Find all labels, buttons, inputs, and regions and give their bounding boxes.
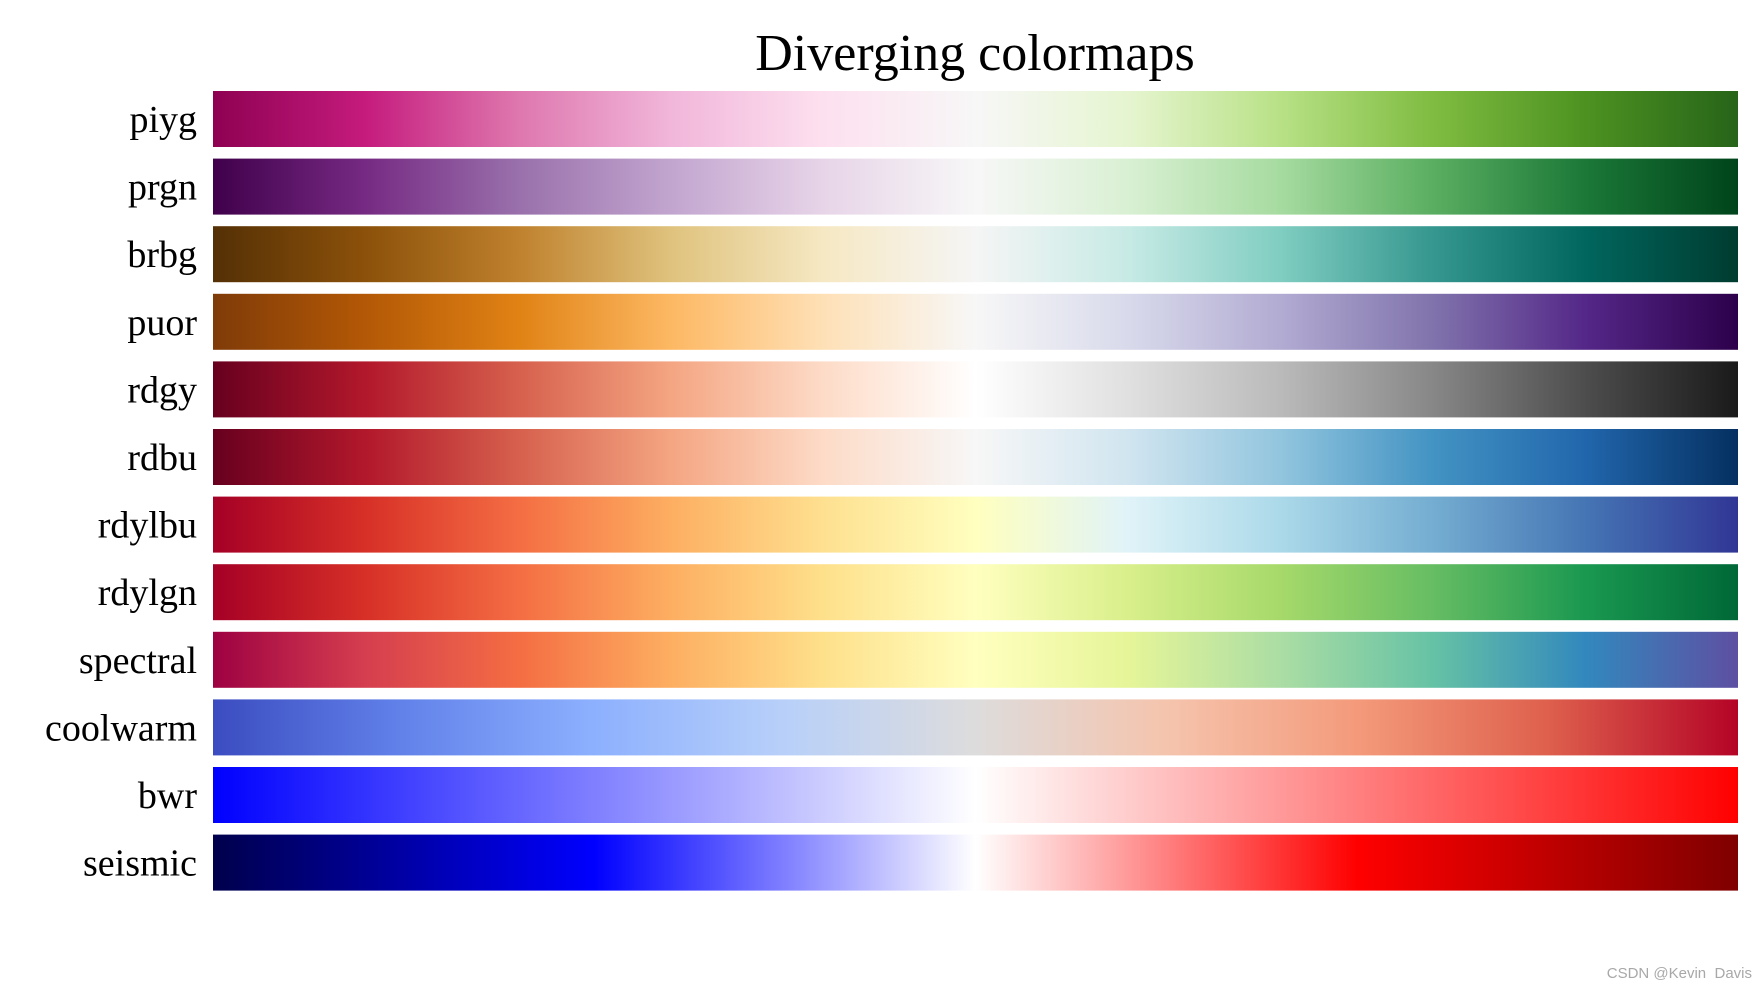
colormap-label: coolwarm <box>45 707 197 749</box>
watermark: CSDN @Kevin Davis <box>1607 965 1752 982</box>
colormap-bar <box>213 699 1738 756</box>
colormap-bar <box>213 293 1738 350</box>
colormap-label: spectral <box>79 640 197 682</box>
colormap-bar <box>213 767 1738 823</box>
colormap-bar <box>213 564 1738 621</box>
colormap-label: rdgy <box>127 369 197 411</box>
colormap-label: rdbu <box>127 437 197 479</box>
colormap-bar <box>213 631 1738 688</box>
colormap-bar <box>213 226 1738 283</box>
colormap-label: rdylbu <box>98 505 197 547</box>
colormap-label: rdylgn <box>98 572 197 614</box>
colormap-label: puor <box>127 302 197 344</box>
title: Diverging colormaps <box>755 25 1195 82</box>
colormap-label: seismic <box>83 843 197 885</box>
colormap-label: bwr <box>138 775 197 817</box>
colormap-bar <box>213 361 1738 418</box>
colormap-bar <box>213 496 1738 553</box>
colormap-bar <box>213 91 1738 147</box>
colormap-label: prgn <box>128 167 197 209</box>
colormap-bar <box>213 158 1738 215</box>
colormap-bar <box>213 429 1738 485</box>
colormap-bar <box>213 834 1738 891</box>
colormap-label: brbg <box>127 234 197 276</box>
colormap-label: piyg <box>129 99 197 141</box>
